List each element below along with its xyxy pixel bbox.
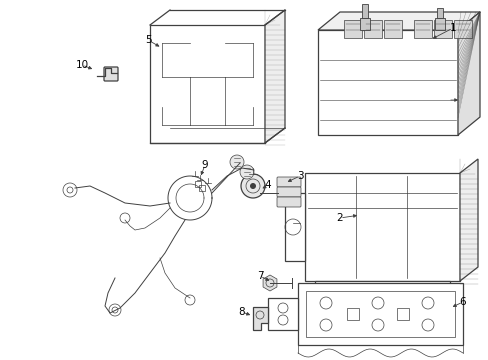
FancyBboxPatch shape	[276, 197, 301, 207]
Text: 4: 4	[264, 180, 271, 190]
Polygon shape	[314, 281, 449, 293]
Text: 1: 1	[449, 23, 455, 33]
Polygon shape	[252, 307, 267, 330]
Polygon shape	[459, 159, 477, 281]
Polygon shape	[317, 12, 479, 30]
Text: 5: 5	[144, 35, 151, 45]
Text: 8: 8	[238, 307, 245, 317]
Text: 10: 10	[75, 60, 88, 70]
Bar	[343, 20, 361, 38]
Bar	[359, 18, 369, 30]
Bar	[436, 8, 442, 18]
Text: 2: 2	[336, 213, 343, 223]
Bar	[413, 20, 431, 38]
Circle shape	[249, 183, 256, 189]
Polygon shape	[285, 193, 305, 261]
Circle shape	[229, 155, 244, 169]
Polygon shape	[267, 298, 297, 330]
Polygon shape	[305, 173, 459, 281]
Polygon shape	[457, 12, 479, 135]
Circle shape	[241, 174, 264, 198]
Text: 3: 3	[296, 171, 303, 181]
Bar	[346, 308, 358, 320]
Text: 9: 9	[201, 160, 208, 170]
Text: 7: 7	[256, 271, 263, 281]
Circle shape	[240, 165, 253, 179]
Bar	[305, 291, 454, 337]
FancyBboxPatch shape	[276, 177, 301, 187]
Bar	[199, 185, 204, 191]
Polygon shape	[297, 283, 462, 345]
Text: 6: 6	[459, 297, 466, 307]
Bar	[383, 20, 401, 38]
Bar	[433, 20, 451, 38]
Bar	[434, 18, 444, 30]
Bar	[195, 181, 201, 187]
Bar	[453, 20, 471, 38]
Polygon shape	[150, 25, 264, 143]
Polygon shape	[317, 30, 457, 135]
Polygon shape	[264, 10, 285, 143]
FancyBboxPatch shape	[104, 67, 118, 81]
Bar	[363, 20, 381, 38]
FancyBboxPatch shape	[276, 187, 301, 197]
Bar	[361, 4, 367, 18]
Bar	[396, 308, 408, 320]
Polygon shape	[263, 275, 276, 291]
